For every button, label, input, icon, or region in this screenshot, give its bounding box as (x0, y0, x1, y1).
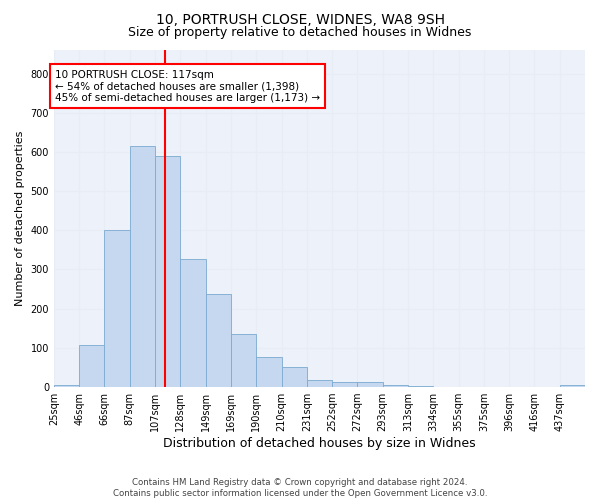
Bar (358, 382, 383, 387)
Bar (408, 386, 433, 387)
Text: Size of property relative to detached houses in Widnes: Size of property relative to detached ho… (128, 26, 472, 39)
Text: 10 PORTRUSH CLOSE: 117sqm
← 54% of detached houses are smaller (1,398)
45% of se: 10 PORTRUSH CLOSE: 117sqm ← 54% of detac… (55, 70, 320, 103)
Bar (231, 334, 256, 387)
Bar (130, 146, 155, 387)
Text: 10, PORTRUSH CLOSE, WIDNES, WA8 9SH: 10, PORTRUSH CLOSE, WIDNES, WA8 9SH (155, 12, 445, 26)
X-axis label: Distribution of detached houses by size in Widnes: Distribution of detached houses by size … (163, 437, 476, 450)
Bar (332, 382, 358, 387)
Bar (307, 380, 332, 387)
Bar (281, 368, 307, 387)
Bar (54, 385, 79, 387)
Bar (383, 385, 408, 387)
Bar (104, 230, 130, 387)
Bar (181, 258, 206, 387)
Text: Contains HM Land Registry data © Crown copyright and database right 2024.
Contai: Contains HM Land Registry data © Crown c… (113, 478, 487, 498)
Bar (155, 156, 181, 387)
Bar (256, 357, 281, 387)
Bar (79, 345, 104, 387)
Bar (560, 385, 585, 387)
Bar (206, 294, 231, 387)
Y-axis label: Number of detached properties: Number of detached properties (15, 131, 25, 306)
